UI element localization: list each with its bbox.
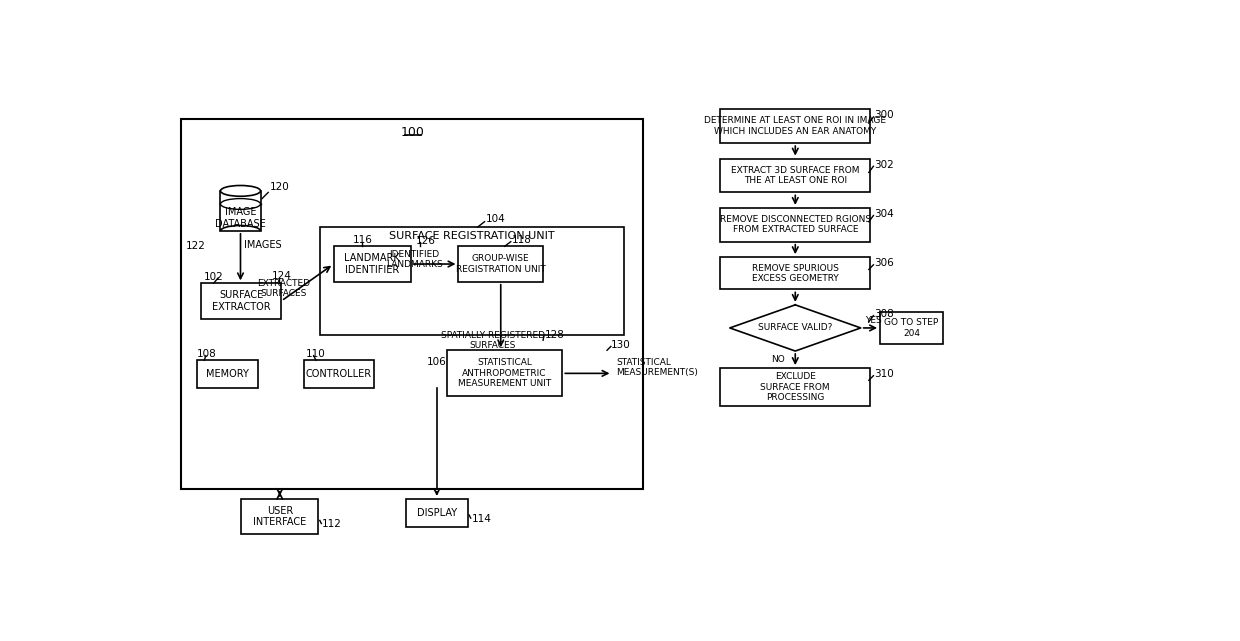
Text: EXTRACTED
SURFACES: EXTRACTED SURFACES [257, 279, 310, 298]
FancyBboxPatch shape [221, 191, 260, 231]
Text: 310: 310 [874, 369, 894, 379]
FancyBboxPatch shape [242, 499, 319, 535]
Text: STATISTICAL
ANTHROPOMETRIC
MEASUREMENT UNIT: STATISTICAL ANTHROPOMETRIC MEASUREMENT U… [458, 358, 552, 388]
Text: 306: 306 [874, 258, 894, 269]
Text: 100: 100 [401, 126, 424, 139]
Text: DETERMINE AT LEAST ONE ROI IN IMAGE
WHICH INCLUDES AN EAR ANATOMY: DETERMINE AT LEAST ONE ROI IN IMAGE WHIC… [704, 117, 887, 136]
Text: 122: 122 [186, 241, 206, 251]
Text: 110: 110 [306, 349, 326, 359]
Text: 124: 124 [272, 271, 291, 281]
Text: GROUP-WISE
REGISTRATION UNIT: GROUP-WISE REGISTRATION UNIT [456, 254, 546, 274]
Text: SURFACE
EXTRACTOR: SURFACE EXTRACTOR [212, 290, 270, 312]
Text: 126: 126 [417, 236, 436, 246]
FancyBboxPatch shape [320, 227, 624, 335]
FancyBboxPatch shape [720, 257, 870, 290]
Text: 128: 128 [544, 330, 564, 340]
Text: 300: 300 [874, 110, 894, 121]
Text: USER
INTERFACE: USER INTERFACE [253, 506, 306, 528]
FancyBboxPatch shape [720, 208, 870, 242]
FancyBboxPatch shape [720, 368, 870, 406]
Text: 112: 112 [322, 519, 342, 529]
FancyBboxPatch shape [334, 246, 410, 282]
FancyBboxPatch shape [880, 312, 944, 344]
FancyBboxPatch shape [197, 360, 258, 388]
Text: REMOVE SPURIOUS
EXCESS GEOMETRY: REMOVE SPURIOUS EXCESS GEOMETRY [751, 263, 838, 283]
FancyBboxPatch shape [405, 499, 467, 527]
Text: 304: 304 [874, 209, 894, 219]
Text: MEMORY: MEMORY [206, 369, 249, 379]
Text: 114: 114 [471, 514, 491, 524]
FancyBboxPatch shape [720, 109, 870, 143]
Text: DISPLAY: DISPLAY [417, 508, 456, 518]
Text: 308: 308 [874, 309, 894, 319]
FancyBboxPatch shape [459, 246, 543, 282]
Text: IMAGES: IMAGES [244, 240, 281, 250]
Text: 104: 104 [485, 214, 505, 224]
Text: 130: 130 [611, 340, 631, 350]
FancyBboxPatch shape [446, 350, 563, 397]
Text: 116: 116 [353, 235, 373, 245]
Text: EXTRACT 3D SURFACE FROM
THE AT LEAST ONE ROI: EXTRACT 3D SURFACE FROM THE AT LEAST ONE… [732, 166, 859, 185]
FancyBboxPatch shape [720, 158, 870, 192]
Polygon shape [730, 305, 861, 351]
Text: SURFACE VALID?: SURFACE VALID? [758, 324, 832, 333]
Text: 120: 120 [270, 182, 289, 192]
FancyBboxPatch shape [181, 119, 644, 489]
Text: STATISTICAL
MEASUREMENT(S): STATISTICAL MEASUREMENT(S) [616, 358, 698, 377]
Text: SPATIALLY REGISTERED
SURFACES: SPATIALLY REGISTERED SURFACES [441, 331, 546, 350]
Text: 106: 106 [427, 357, 446, 367]
Ellipse shape [221, 185, 260, 196]
Text: 108: 108 [197, 349, 216, 359]
Text: IMAGE
DATABASE: IMAGE DATABASE [215, 207, 265, 229]
FancyBboxPatch shape [304, 360, 373, 388]
Text: 302: 302 [874, 160, 894, 170]
FancyBboxPatch shape [201, 283, 281, 319]
Ellipse shape [221, 199, 260, 210]
Text: REMOVE DISCONNECTED RGIONS
FROM EXTRACTED SURFACE: REMOVE DISCONNECTED RGIONS FROM EXTRACTE… [719, 215, 870, 235]
Text: LANDMARK
IDENTIFIER: LANDMARK IDENTIFIER [345, 253, 401, 275]
Text: GO TO STEP
204: GO TO STEP 204 [884, 318, 939, 338]
Text: IDENTIFIED
LANDMARKS: IDENTIFIED LANDMARKS [386, 250, 443, 269]
Text: 102: 102 [205, 272, 224, 282]
Text: EXCLUDE
SURFACE FROM
PROCESSING: EXCLUDE SURFACE FROM PROCESSING [760, 372, 830, 402]
Text: SURFACE REGISTRATION UNIT: SURFACE REGISTRATION UNIT [389, 231, 554, 241]
Text: YES: YES [866, 316, 882, 325]
Text: NO: NO [771, 355, 785, 364]
Text: 118: 118 [512, 235, 532, 245]
Text: CONTROLLER: CONTROLLER [306, 369, 372, 379]
